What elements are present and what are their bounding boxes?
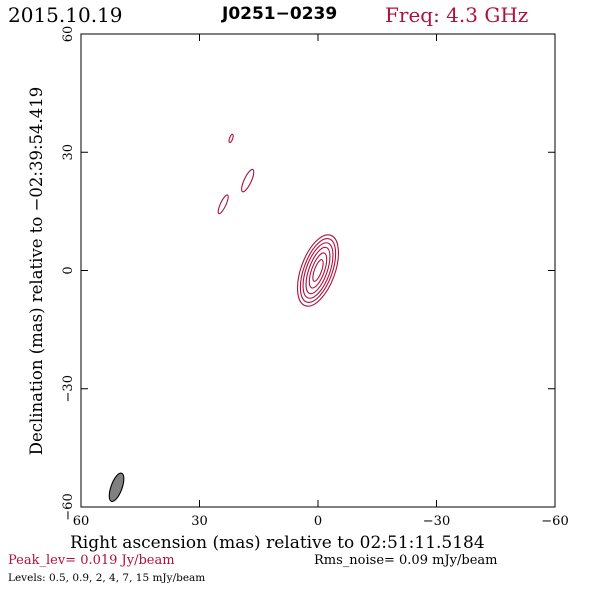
rms-noise: Rms_noise= 0.09 mJy/beam	[314, 553, 498, 568]
peak-level: Peak_lev= 0.019 Jy/beam	[8, 553, 175, 568]
beam-ellipse	[108, 472, 125, 503]
jet-component-contour	[241, 168, 255, 193]
x-tick-label: 0	[314, 514, 322, 529]
x-tick-label: −30	[423, 514, 450, 529]
x-tick-label: 60	[73, 514, 90, 529]
y-tick-labels: −60 −30 0 30 60	[61, 26, 76, 521]
core-contour	[296, 234, 340, 307]
core-contour	[312, 259, 324, 282]
frequency-label: Freq: 4.3 GHz	[385, 3, 529, 27]
beam-group	[108, 472, 125, 503]
core-contour	[308, 252, 328, 289]
contours	[217, 133, 340, 307]
y-tick-label: 30	[61, 144, 76, 161]
y-tick-label: 60	[61, 26, 76, 43]
y-tick-label: −60	[61, 493, 76, 520]
core-contour	[299, 238, 337, 303]
jet-component-contour	[217, 194, 229, 215]
core-contour	[305, 246, 331, 295]
contour-levels: Levels: 0.5, 0.9, 2, 4, 7, 15 mJy/beam	[8, 572, 206, 584]
observation-date: 2015.10.19	[8, 3, 123, 27]
x-tick-label: 30	[191, 514, 208, 529]
source-name: J0251−0239	[222, 4, 338, 24]
x-tick-labels: 60 30 0 −30 −60	[73, 514, 569, 529]
core-contour	[302, 242, 334, 299]
plot-frame	[80, 33, 556, 508]
x-tick-label: −60	[541, 514, 568, 529]
jet-component-contour	[228, 133, 234, 144]
y-tick-label: 0	[61, 266, 76, 274]
y-tick-label: −30	[61, 375, 76, 402]
x-axis-label: Right ascension (mas) relative to 02:51:…	[70, 533, 485, 553]
axis-ticks	[80, 33, 556, 508]
y-axis-label: Declination (mas) relative to −02:39:54.…	[27, 87, 46, 456]
